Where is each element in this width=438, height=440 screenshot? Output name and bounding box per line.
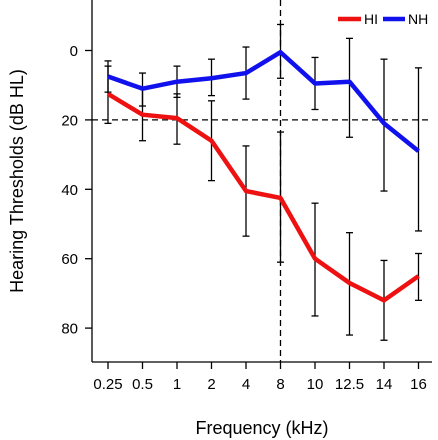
x-axis-ticks: 0.25 0.5 1 2 4 8 10 12.5 14 16 bbox=[93, 362, 427, 393]
error-bars bbox=[104, 23, 422, 341]
x-tick-label: 1 bbox=[173, 376, 181, 393]
y-tick-label: 40 bbox=[61, 182, 78, 199]
legend: HI NH bbox=[338, 11, 428, 27]
x-tick-label: 8 bbox=[276, 376, 284, 393]
y-tick-label: 20 bbox=[61, 112, 78, 129]
x-tick-label: 0.25 bbox=[93, 376, 122, 393]
axes bbox=[91, 0, 432, 363]
legend-item-hi: HI bbox=[338, 11, 378, 27]
y-axis-title: Hearing Thresholds (dB HL) bbox=[7, 69, 27, 293]
x-tick-label: 0.5 bbox=[132, 376, 153, 393]
y-tick-label: 60 bbox=[61, 251, 78, 268]
reference-lines bbox=[92, 0, 432, 362]
x-axis-title: Frequency (kHz) bbox=[195, 418, 328, 438]
series-line-nh bbox=[107, 49, 420, 153]
y-axis-ticks: 0 20 40 60 80 bbox=[61, 43, 92, 338]
series-lines bbox=[106, 49, 420, 303]
y-tick-label: 80 bbox=[61, 321, 78, 338]
x-tick-label: 12.5 bbox=[335, 376, 364, 393]
x-tick-label: 4 bbox=[242, 376, 250, 393]
x-tick-label: 10 bbox=[307, 376, 324, 393]
x-tick-label: 16 bbox=[410, 376, 427, 393]
legend-item-nh: NH bbox=[383, 11, 428, 27]
legend-label: NH bbox=[408, 11, 428, 27]
legend-label: HI bbox=[364, 11, 378, 27]
x-tick-label: 2 bbox=[207, 376, 215, 393]
y-tick-label: 0 bbox=[70, 43, 78, 60]
error-bar-nh bbox=[346, 37, 353, 138]
x-tick-label: 14 bbox=[376, 376, 393, 393]
series-line-hi bbox=[106, 91, 420, 303]
